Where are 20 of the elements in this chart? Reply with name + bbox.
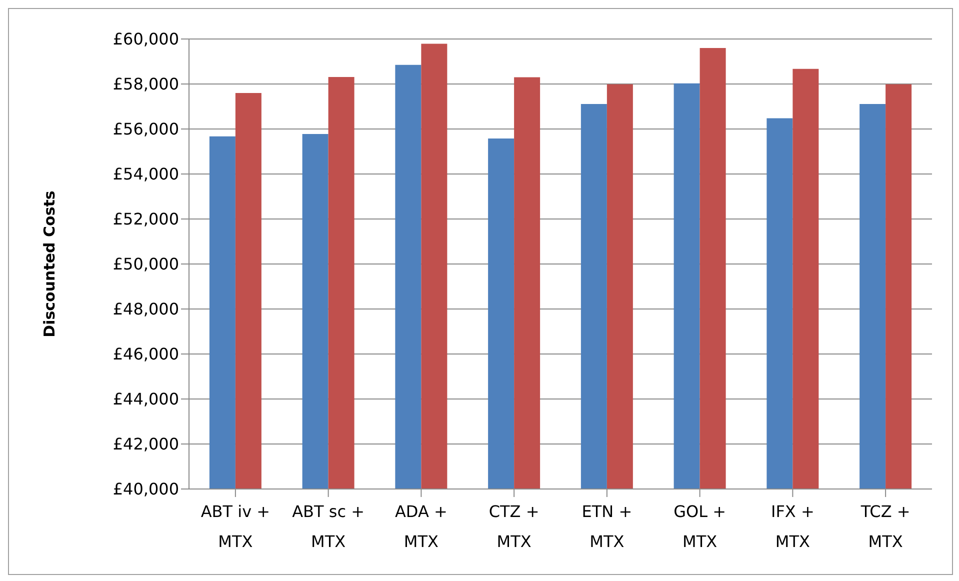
x-tick-label: TCZ + MTX: [860, 502, 910, 551]
y-tick-label: £58,000: [112, 74, 179, 94]
y-tick-label: £48,000: [112, 300, 179, 319]
x-tick-label: IFX + MTX: [771, 502, 814, 551]
y-tick-label: £56,000: [112, 120, 179, 139]
x-tick-label: ETN + MTX: [582, 502, 632, 551]
y-tick-label: £54,000: [112, 164, 179, 184]
y-tick-label: £50,000: [112, 254, 179, 274]
x-tick-label: ABT iv + MTX: [200, 502, 270, 551]
y-tick-label: £60,000: [112, 30, 179, 49]
y-tick-label: £42,000: [112, 434, 179, 454]
x-tick-label: ADA + MTX: [394, 502, 448, 551]
y-tick-label: £40,000: [112, 480, 179, 499]
x-tick-label: ABT sc + MTX: [292, 502, 365, 551]
y-tick-label: £46,000: [112, 344, 179, 364]
y-tick-label: £52,000: [112, 210, 179, 229]
x-tick-label: GOL + MTX: [674, 502, 726, 551]
y-tick-label: £44,000: [112, 390, 179, 409]
x-tick-label: CTZ + MTX: [488, 502, 540, 551]
y-axis-title: Discounted Costs: [40, 190, 58, 338]
